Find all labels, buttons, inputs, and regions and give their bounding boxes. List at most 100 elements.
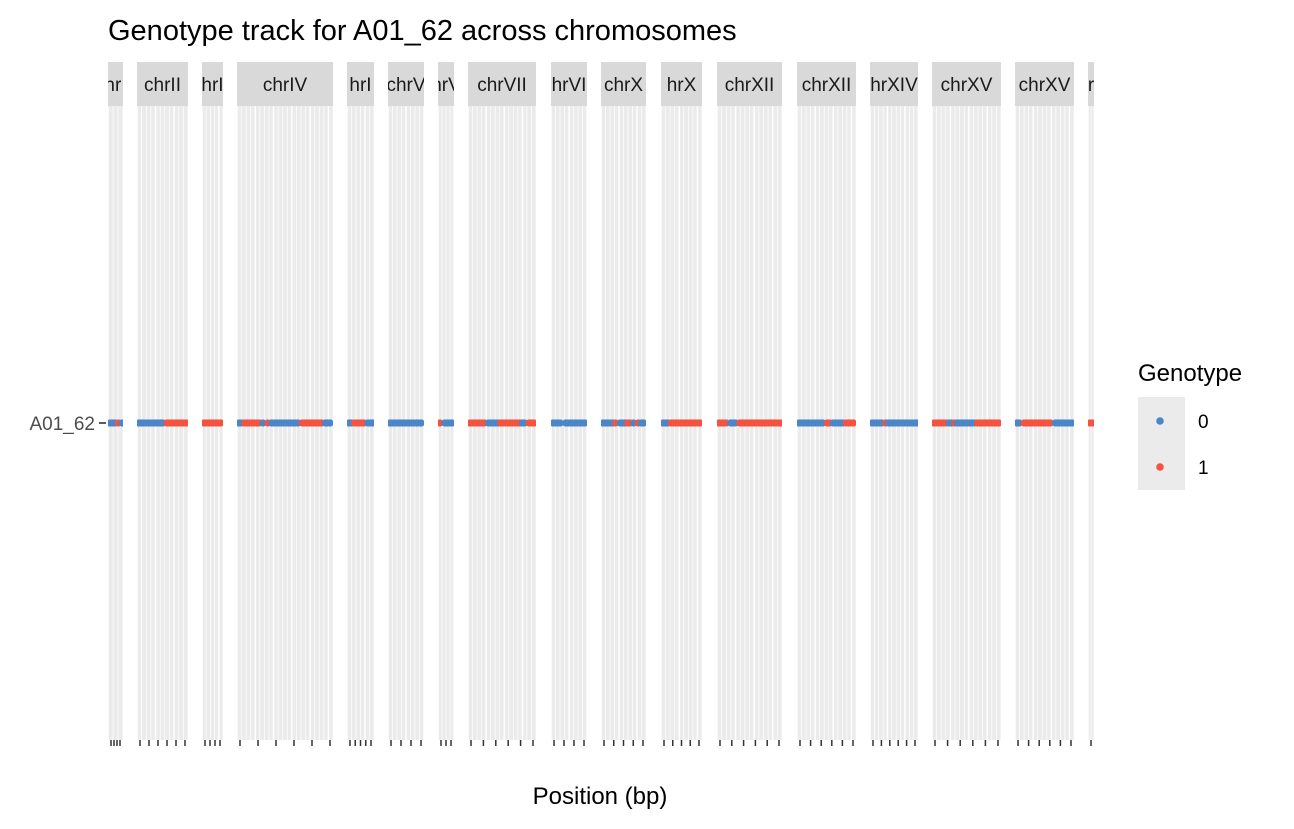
facet-chrIX: hrVI — [551, 62, 587, 746]
genotype-1-point — [777, 419, 782, 427]
chart-title: Genotype track for A01_62 across chromos… — [108, 15, 737, 47]
facet-strip-label: hrVI — [552, 75, 587, 96]
genotype-points — [388, 419, 424, 427]
facet-chrXIV: hrXIV — [870, 62, 918, 746]
genotype-points — [108, 419, 123, 427]
legend-key-1 — [1156, 463, 1164, 471]
genotype-points — [137, 419, 188, 427]
legend-label-0: 0 — [1198, 412, 1209, 433]
genotype-points — [870, 419, 918, 427]
facet-chrM: r — [1088, 62, 1095, 746]
facet-chrVII: hrV — [431, 62, 461, 746]
facet-chrX: chrX — [601, 62, 646, 746]
legend-key-background — [1138, 397, 1185, 490]
genotype-points — [551, 419, 587, 427]
facet-strip — [601, 62, 646, 106]
facet-strip — [717, 62, 782, 106]
x-axis-ticks — [719, 740, 780, 746]
genotype-points — [601, 419, 646, 427]
genotype-points — [237, 419, 333, 427]
facet-strip-label: chrXII — [725, 75, 775, 96]
facet-strip — [551, 62, 587, 106]
genotype-0-point — [913, 419, 918, 427]
x-axis-ticks — [553, 740, 585, 746]
facet-strip-label: chrV — [386, 75, 425, 96]
legend-label-1: 1 — [1198, 458, 1209, 479]
facet-strip-label: chrVII — [477, 75, 527, 96]
genotype-1-point — [1088, 419, 1094, 427]
genotype-points — [468, 419, 536, 427]
genotype-0-point — [326, 419, 333, 427]
x-axis-ticks — [440, 740, 452, 746]
x-axis-ticks — [239, 740, 331, 746]
facet-chrXV: chrXV — [932, 62, 1001, 746]
x-axis-ticks — [799, 740, 854, 746]
legend: Genotype 0 1 — [1138, 360, 1242, 490]
facet-strip — [932, 62, 1001, 106]
facet-strip-label: chrIV — [263, 75, 308, 96]
facet-strip-label: r — [1088, 75, 1095, 96]
facet-strip-label: chrXV — [1019, 75, 1071, 96]
genotype-points — [1015, 419, 1074, 427]
facet-strip — [347, 62, 374, 106]
genotype-1-point — [995, 419, 1001, 427]
facet-strip-label: hrXIV — [870, 75, 918, 96]
facet-strip — [202, 62, 223, 106]
facet-strip-label: hrX — [667, 75, 697, 96]
genotype-0-point — [556, 419, 564, 427]
facet-chrVIII: chrVII — [468, 62, 536, 746]
facet-strip-label: chrXII — [802, 75, 852, 96]
genotype-0-point — [1068, 419, 1074, 427]
facet-chrXVI: chrXV — [1015, 62, 1074, 746]
genotype-0-point — [640, 419, 646, 427]
genotype-1-point — [849, 419, 856, 427]
genotype-1-point — [182, 419, 188, 427]
genotype-0-point — [369, 419, 374, 427]
facet-strip-label: hrI — [201, 75, 223, 96]
facet-strip — [797, 62, 856, 106]
genotype-points — [797, 419, 856, 427]
genotype-points — [202, 419, 223, 427]
facet-strip — [1088, 62, 1094, 106]
facet-strip — [388, 62, 424, 106]
facet-chrIV: chrIV — [237, 62, 333, 746]
y-tick-label: A01_62 — [29, 414, 95, 435]
facet-strip — [1015, 62, 1074, 106]
facet-chrVI: chrV — [386, 62, 425, 746]
facet-strip — [661, 62, 702, 106]
x-axis-title: Position (bp) — [533, 783, 668, 810]
facet-strip-label: chrX — [604, 75, 643, 96]
x-axis-ticks — [470, 740, 534, 746]
genotype-points — [347, 419, 374, 427]
genotype-1-point — [530, 419, 536, 427]
y-axis: A01_62 — [29, 414, 106, 435]
genotype-points — [661, 419, 702, 427]
facet-chrIII: hrI — [201, 62, 223, 746]
genotype-1-point — [696, 419, 702, 427]
facet-chrI: hrI — [108, 62, 123, 746]
genotype-0-point — [581, 419, 587, 427]
genotype-0-point — [448, 419, 454, 427]
facet-chrXI: hrX — [661, 62, 702, 746]
facet-strip — [137, 62, 188, 106]
facet-strip — [108, 62, 123, 106]
x-axis-ticks — [139, 740, 186, 746]
legend-title: Genotype — [1138, 360, 1242, 387]
genotype-points — [1088, 419, 1094, 427]
facet-strip-label: chrII — [144, 75, 181, 96]
facet-strip — [870, 62, 918, 106]
x-axis-ticks — [872, 740, 916, 746]
x-axis-ticks — [934, 740, 999, 746]
genotype-0-point — [118, 419, 123, 427]
genotype-points — [717, 419, 782, 427]
x-axis-ticks — [390, 740, 422, 746]
facet-strip-label: hrV — [431, 75, 461, 96]
facet-chrXIII: chrXII — [797, 62, 856, 746]
x-axis-ticks — [349, 740, 372, 746]
facet-panels: hrI chrII hrI chrIV hrI chrV hrV chrVII hrVI chrX… — [108, 62, 1095, 746]
facet-chrXII: chrXII — [717, 62, 782, 746]
facet-chrII: chrII — [137, 62, 188, 746]
x-axis-ticks — [110, 740, 121, 746]
genotype-1-point — [217, 419, 223, 427]
